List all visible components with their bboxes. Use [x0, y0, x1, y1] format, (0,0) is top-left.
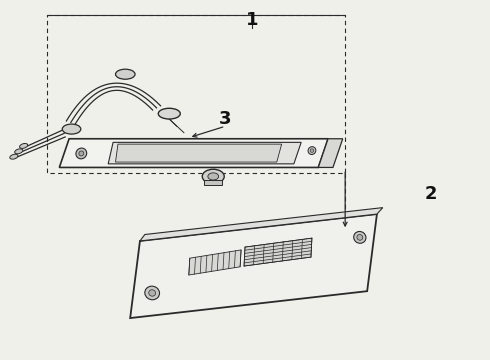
Ellipse shape [354, 231, 366, 243]
Ellipse shape [208, 173, 219, 180]
Ellipse shape [310, 149, 314, 152]
Polygon shape [189, 250, 241, 275]
Ellipse shape [62, 124, 81, 134]
Ellipse shape [79, 151, 84, 156]
Polygon shape [140, 208, 383, 241]
Ellipse shape [202, 169, 224, 184]
Ellipse shape [158, 108, 180, 119]
Ellipse shape [116, 69, 135, 79]
Polygon shape [116, 144, 282, 162]
Ellipse shape [149, 290, 156, 296]
Polygon shape [59, 139, 328, 167]
Polygon shape [204, 180, 222, 185]
Ellipse shape [20, 144, 28, 148]
Text: 2: 2 [424, 185, 437, 203]
Polygon shape [318, 139, 343, 167]
Text: 1: 1 [246, 12, 259, 30]
Ellipse shape [145, 286, 160, 300]
Polygon shape [130, 214, 377, 318]
Ellipse shape [15, 149, 23, 154]
Text: 3: 3 [219, 110, 232, 128]
Polygon shape [108, 142, 301, 164]
Ellipse shape [76, 148, 87, 159]
Ellipse shape [308, 147, 316, 154]
Ellipse shape [357, 234, 363, 240]
Polygon shape [244, 238, 312, 266]
Ellipse shape [10, 154, 18, 159]
